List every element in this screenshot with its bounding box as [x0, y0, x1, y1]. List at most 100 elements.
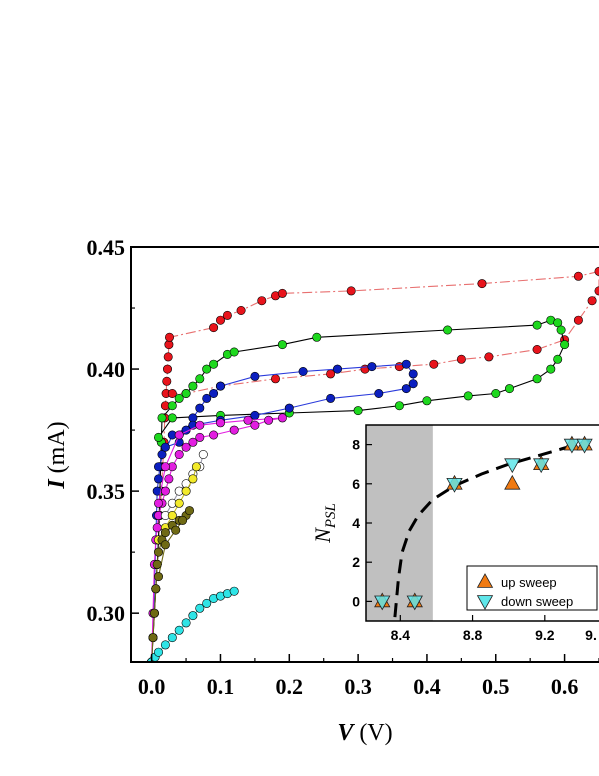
series-2-point — [181, 388, 191, 398]
series-7-line — [151, 510, 190, 662]
series-3-point — [332, 364, 342, 374]
series-1-point — [216, 315, 226, 325]
inset-y-axis-symbol: N — [310, 527, 335, 544]
inset-shaded-region — [366, 425, 433, 621]
inset-x-tick-label: 8.8 — [463, 627, 483, 643]
down-sweep-point — [446, 477, 463, 493]
series-1-point — [163, 352, 173, 362]
series-4-point — [209, 430, 219, 440]
series-8-point — [154, 647, 164, 657]
series-3-point — [160, 442, 170, 452]
series-3-point — [157, 449, 167, 459]
series-4-point — [174, 449, 184, 459]
series-1-point — [587, 296, 597, 306]
down-sweep-point — [533, 458, 550, 474]
series-4-point — [243, 415, 253, 425]
series-3-point — [374, 388, 384, 398]
series-4-point — [160, 462, 170, 472]
inset-y-axis-subscript: PSL — [323, 503, 339, 529]
series-7-point — [154, 572, 164, 582]
series-6-point — [191, 462, 201, 472]
series-4-point — [174, 430, 184, 440]
series-8-point — [160, 640, 170, 650]
inset-y-tick-label: 0 — [352, 593, 360, 609]
y-tick-label: 0.35 — [87, 479, 126, 504]
series-2-point — [394, 401, 404, 411]
series-1-point — [346, 286, 356, 296]
down-sweep-point — [576, 438, 593, 454]
series-7-point — [178, 515, 188, 525]
series-1-point — [573, 315, 583, 325]
series-5-point — [198, 449, 208, 459]
series-4-point — [164, 474, 174, 484]
x-tick-label: 0.0 — [138, 674, 166, 699]
series-2-point — [202, 364, 212, 374]
series-7-point — [148, 633, 158, 643]
series-3-point — [326, 393, 336, 403]
down-sweep-point — [504, 458, 521, 474]
series-3-point — [202, 393, 212, 403]
series-2-point — [229, 347, 239, 357]
series-7-point — [160, 540, 170, 550]
down-sweep-point — [374, 595, 391, 611]
series-2-point — [174, 393, 184, 403]
series-2-point — [463, 391, 473, 401]
x-tick-label: 0.5 — [482, 674, 510, 699]
inset-legend: up sweep down sweep — [466, 565, 598, 611]
series-1-point — [165, 332, 175, 342]
series-6-point — [174, 498, 184, 508]
series-1-point — [209, 323, 219, 333]
series-3-point — [298, 366, 308, 376]
series-4-point — [250, 420, 260, 430]
series-7-point — [151, 584, 161, 594]
inset-fit-curve — [393, 439, 591, 618]
series-1-point — [573, 271, 583, 281]
series-2-point — [504, 384, 514, 394]
series-2-point — [553, 318, 563, 328]
x-tick-label: 0.2 — [276, 674, 304, 699]
series-1-point — [429, 359, 439, 369]
series-8-point — [174, 625, 184, 635]
inset-y-axis-label: NPSL — [310, 503, 339, 544]
x-axis-symbol: V — [337, 720, 355, 746]
series-8-point — [229, 586, 239, 596]
series-3-point — [154, 474, 164, 484]
series-7-point — [152, 559, 162, 569]
series-2-point — [443, 325, 453, 335]
series-2-point — [556, 325, 566, 335]
series-8-point — [167, 633, 177, 643]
series-1-point — [477, 279, 487, 289]
inset-x-tick-label: 8.4 — [391, 627, 411, 643]
series-1-point — [270, 374, 280, 384]
series-7-point — [149, 608, 159, 618]
series-2-point — [157, 413, 167, 423]
series-3-point — [284, 403, 294, 413]
x-tick-label: 0.4 — [413, 674, 441, 699]
series-2-point — [209, 359, 219, 369]
x-axis-label: V (V) — [337, 720, 392, 746]
series-3-point — [195, 403, 205, 413]
series-6-point — [181, 486, 191, 496]
series-4-point — [160, 486, 170, 496]
inset-y-tick-label: 6 — [352, 476, 360, 492]
series-4-point — [195, 432, 205, 442]
series-2-point — [532, 374, 542, 384]
x-tick-label: 0.6 — [551, 674, 579, 699]
series-4-point — [152, 523, 162, 533]
down-sweep-point — [563, 438, 581, 454]
main-series-layer — [147, 266, 599, 662]
series-7-point — [185, 506, 195, 516]
series-7-point — [171, 525, 181, 535]
x-tick-label: 0.1 — [207, 674, 235, 699]
series-3-point — [401, 359, 411, 369]
y-tick-label: 0.30 — [87, 601, 126, 626]
series-4-point — [264, 415, 274, 425]
up-sweep-point — [504, 474, 521, 490]
legend-marker-up — [476, 573, 494, 588]
series-2-point — [553, 354, 563, 364]
inset-y-tick-label: 2 — [352, 554, 360, 570]
series-4-point — [195, 420, 205, 430]
series-2-point — [532, 320, 542, 330]
inset-plot: 0 2 4 6 8 8.4 8.8 9.2 9. NPSL up sweep down sweep — [310, 424, 599, 643]
